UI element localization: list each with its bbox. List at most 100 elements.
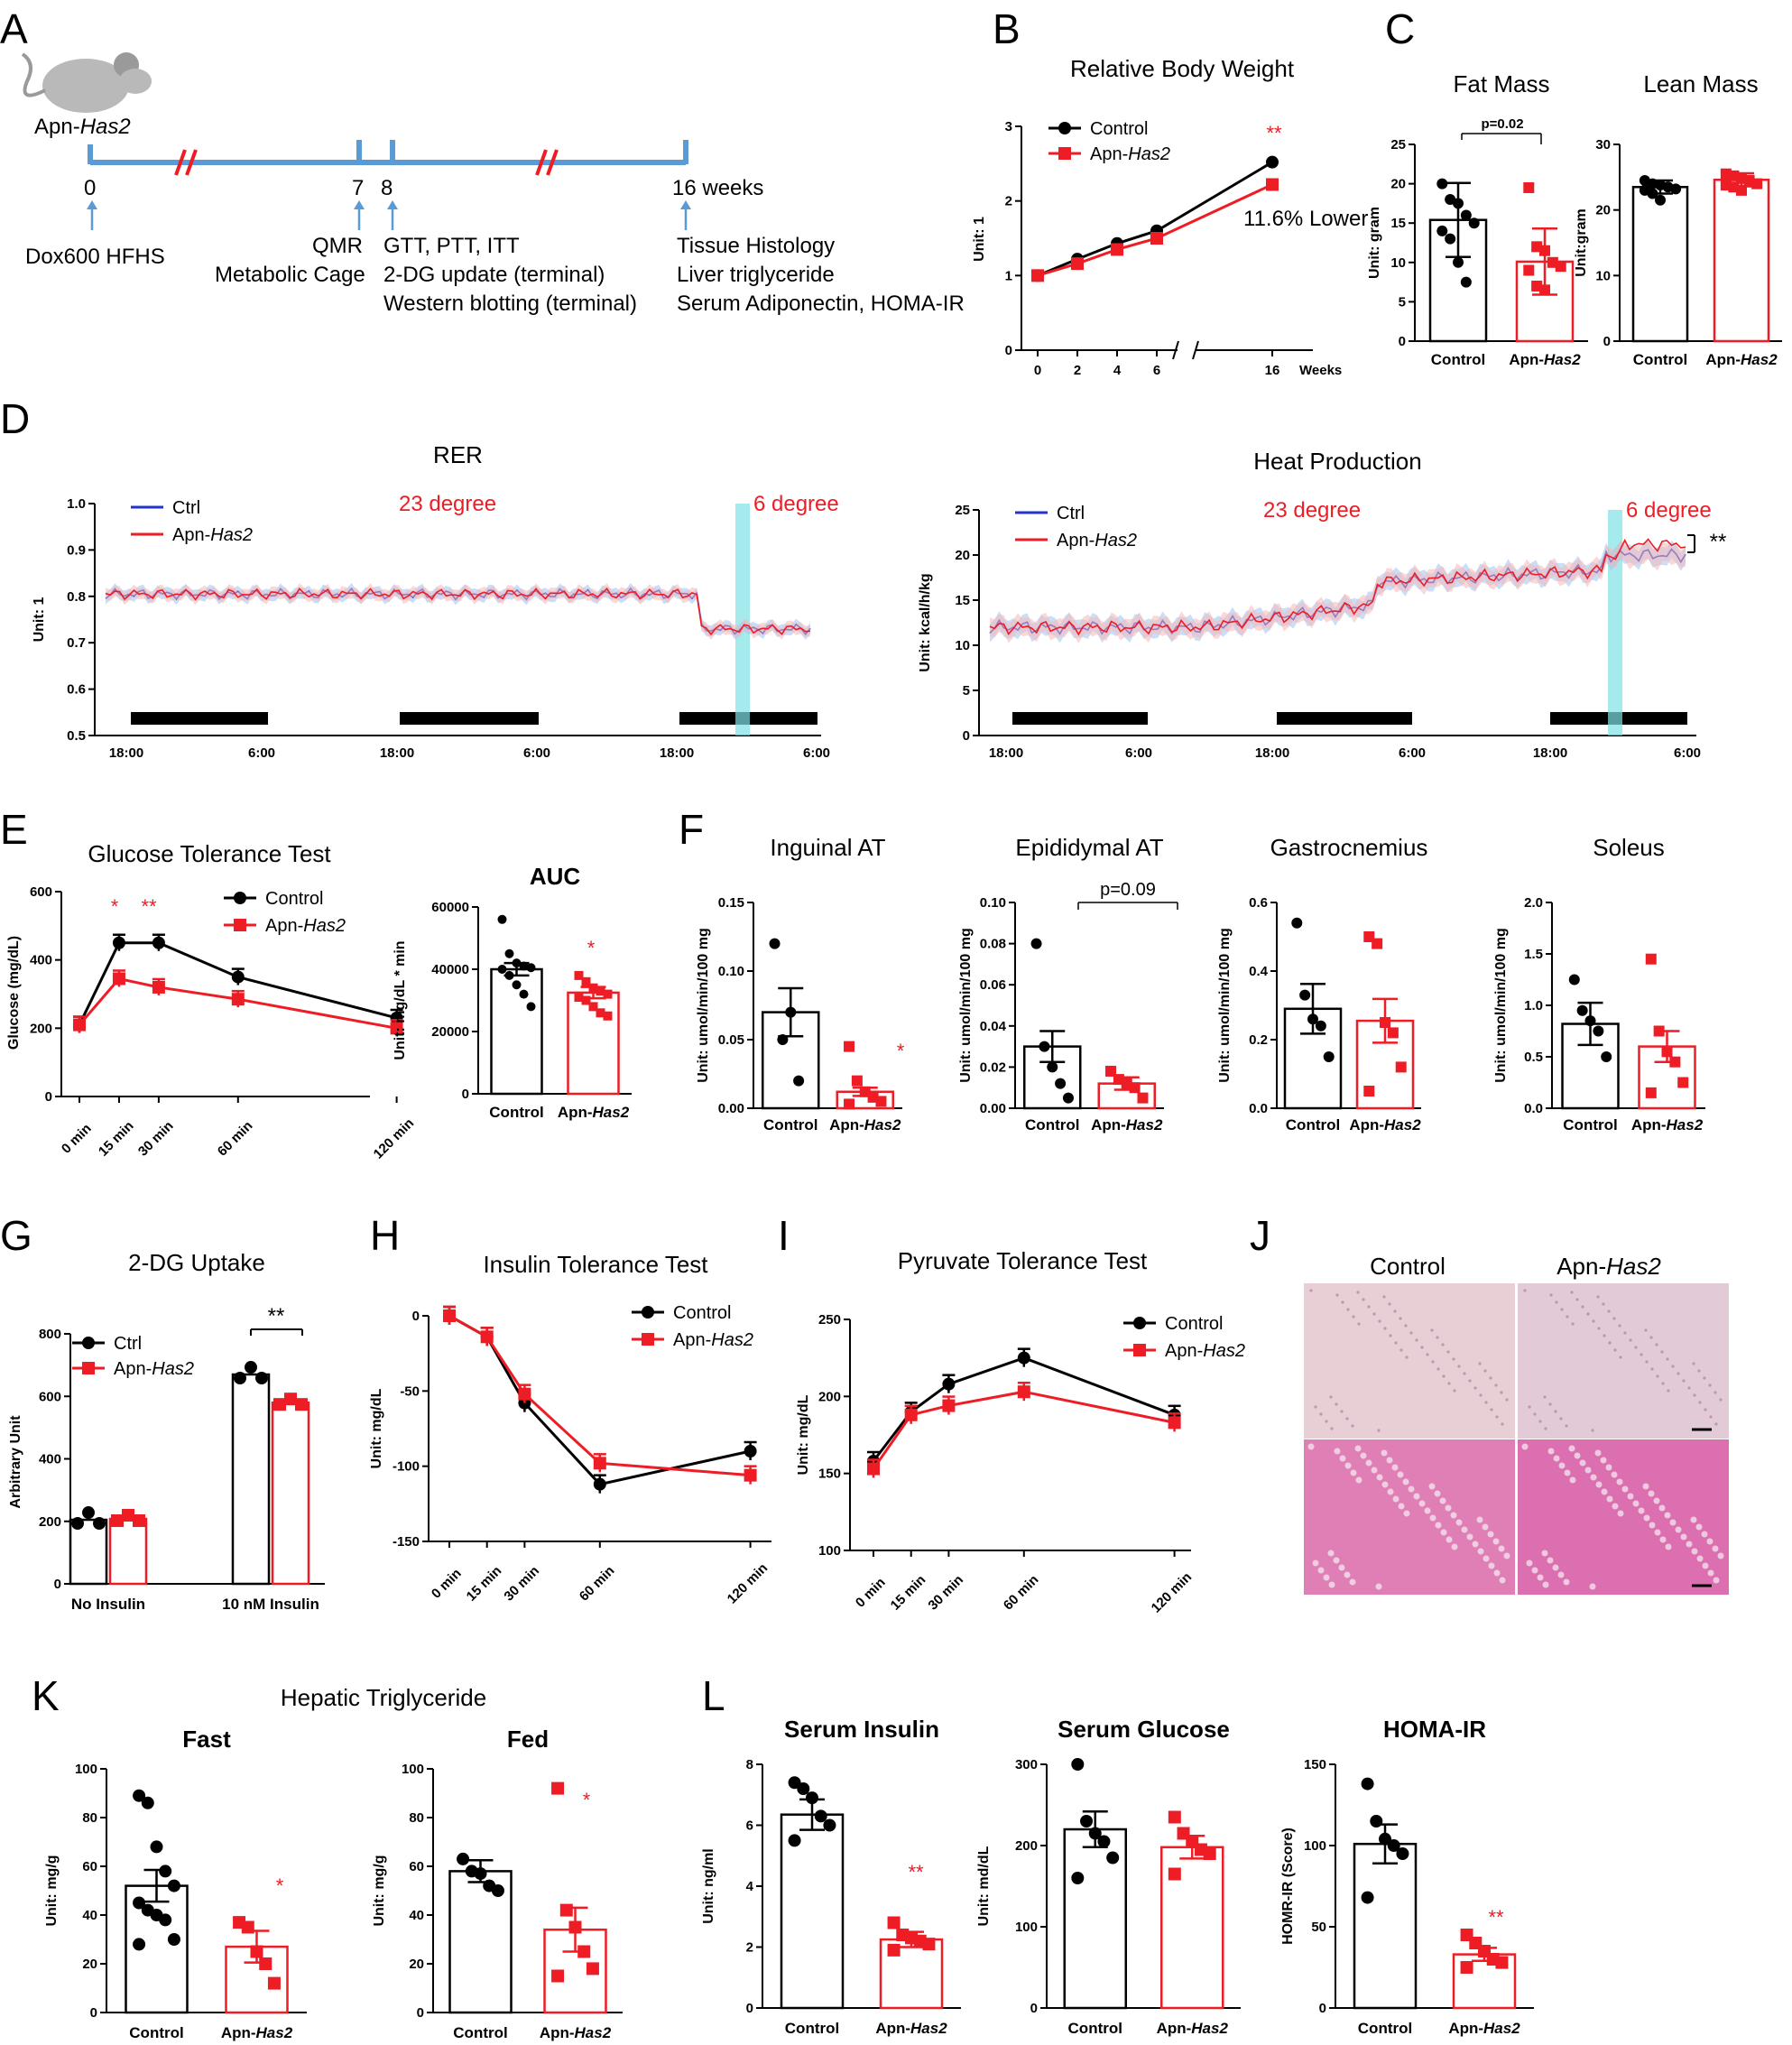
data-point bbox=[1299, 989, 1311, 1001]
tissue-texture bbox=[1696, 1555, 1704, 1562]
tissue-texture bbox=[1354, 1445, 1362, 1452]
tissue-texture bbox=[1600, 1457, 1607, 1464]
data-point bbox=[122, 1508, 134, 1522]
data-point bbox=[234, 1372, 246, 1385]
y-axis-title: Unit: 1 bbox=[32, 597, 47, 643]
tissue-texture bbox=[1498, 1545, 1505, 1552]
data-point bbox=[1396, 1847, 1409, 1860]
tissue-texture bbox=[1671, 1365, 1675, 1368]
data-point bbox=[1593, 1025, 1604, 1037]
y-tick-label: 0.2 bbox=[1249, 1032, 1268, 1048]
data-point bbox=[1315, 1020, 1326, 1032]
chart-title: Relative Body Weight bbox=[1070, 55, 1295, 82]
tissue-texture bbox=[1575, 1298, 1579, 1301]
significance-mark: * bbox=[583, 1789, 591, 1811]
y-tick-label: 600 bbox=[30, 884, 52, 900]
tissue-texture bbox=[1584, 1467, 1592, 1474]
data-point bbox=[1361, 1891, 1374, 1904]
panel-B: 0 1 2 3 0 2 4 6 16 Weeks Unit: 1 Relative Body Weig… bbox=[972, 55, 1368, 378]
data-point bbox=[1097, 1835, 1111, 1848]
data-point bbox=[504, 970, 514, 980]
bar-chart-F2: 0.00 0.02 0.04 0.06 0.08 0.10 Control Apn-Has2 E… bbox=[958, 834, 1164, 1134]
data-point bbox=[1539, 245, 1550, 256]
tissue-texture bbox=[1531, 1567, 1538, 1574]
category-label: Apn-Has2 bbox=[540, 2024, 612, 2041]
data-point bbox=[1387, 1839, 1400, 1852]
tissue-texture bbox=[1479, 1393, 1483, 1397]
legend-label: Apn-Has2 bbox=[673, 1330, 753, 1350]
data-point bbox=[1055, 1078, 1067, 1089]
data-point bbox=[942, 1377, 956, 1391]
tissue-texture bbox=[1487, 1531, 1494, 1538]
series-line bbox=[872, 1390, 1175, 1470]
data-point bbox=[744, 1445, 757, 1457]
x-tick-label: 6:00 bbox=[1399, 745, 1426, 761]
legend-marker bbox=[82, 1362, 95, 1374]
y-tick-label: 40 bbox=[82, 1908, 97, 1923]
data-point bbox=[480, 1330, 494, 1344]
tissue-texture bbox=[1330, 1427, 1334, 1430]
data-point bbox=[167, 1879, 180, 1892]
tissue-texture bbox=[1387, 1488, 1394, 1495]
tissue-texture bbox=[1617, 1510, 1624, 1517]
y-tick-label: 50 bbox=[1311, 1920, 1326, 1935]
data-point bbox=[887, 1943, 901, 1957]
category-label-part: Apn- bbox=[221, 2024, 256, 2041]
legend-label-part: Has2 bbox=[1095, 531, 1137, 551]
data-point bbox=[474, 1867, 487, 1881]
data-point bbox=[1062, 1092, 1074, 1104]
x-tick-label: 18:00 bbox=[989, 745, 1023, 761]
y-axis-title: Unit: mg/g bbox=[372, 1855, 387, 1926]
data-point bbox=[1387, 1027, 1399, 1039]
x-tick-label: 6:00 bbox=[1674, 745, 1701, 761]
tissue-texture bbox=[1484, 1401, 1488, 1404]
category-label-part: Apn- bbox=[875, 2020, 910, 2037]
y-tick-label: 150 bbox=[818, 1467, 841, 1482]
time-series-D2: 25 20 15 10 5 0 Heat Production Unit: kcal/h/kg… bbox=[918, 448, 1726, 761]
tissue-texture bbox=[1543, 1395, 1547, 1399]
y-tick-label: 20 bbox=[1595, 203, 1611, 218]
data-point bbox=[111, 1513, 124, 1527]
tissue-texture bbox=[1381, 1481, 1389, 1488]
week-arrow-head bbox=[354, 200, 365, 209]
axis-break-mark bbox=[535, 149, 548, 176]
legend-label-part: Apn- bbox=[673, 1330, 711, 1350]
tissue-texture bbox=[1565, 1424, 1568, 1428]
tissue-texture bbox=[1555, 1300, 1558, 1304]
series-line bbox=[989, 538, 1686, 636]
tissue-texture bbox=[1554, 1410, 1557, 1413]
y-tick-label: 25 bbox=[955, 503, 970, 518]
tissue-texture bbox=[1709, 1415, 1713, 1419]
y-tick-label: 0 bbox=[1603, 334, 1611, 349]
tissue-texture bbox=[1574, 1452, 1581, 1459]
panel-letter: C bbox=[1385, 5, 1415, 52]
y-tick-label: 0.04 bbox=[980, 1019, 1007, 1034]
category-label-part: Apn- bbox=[1448, 2020, 1483, 2037]
y-tick-label: 2 bbox=[746, 1940, 753, 1956]
category-label: Apn-Has2 bbox=[1509, 351, 1581, 368]
note-week16: Serum Adiponectin, HOMA-IR bbox=[677, 291, 965, 316]
tissue-texture bbox=[1431, 1360, 1435, 1364]
tissue-texture bbox=[1466, 1533, 1473, 1541]
data-point bbox=[1523, 264, 1535, 276]
category-label: Control bbox=[1358, 2020, 1412, 2037]
data-point bbox=[241, 1920, 254, 1934]
tissue-texture bbox=[1650, 1367, 1654, 1371]
legend-marker bbox=[82, 1337, 95, 1349]
y-axis-title: Glucose (mg/dL) bbox=[6, 936, 22, 1050]
y-tick-label: 0.08 bbox=[980, 937, 1006, 952]
data-point bbox=[1655, 194, 1666, 206]
data-point bbox=[806, 1791, 818, 1805]
tissue-texture bbox=[1618, 1324, 1621, 1328]
y-tick-label: 0 bbox=[45, 1089, 52, 1105]
y-tick-label: 10 bbox=[1390, 255, 1406, 271]
tissue-texture bbox=[1537, 1574, 1544, 1581]
x-tick-label: 4 bbox=[1113, 363, 1122, 378]
y-axis-title: Arbitrary Unit bbox=[8, 1415, 23, 1509]
tissue-texture bbox=[1457, 1365, 1461, 1368]
category-label-part: Has2 bbox=[1126, 1116, 1163, 1134]
legend-marker bbox=[1058, 122, 1071, 134]
data-point bbox=[1395, 1061, 1407, 1073]
tissue-texture bbox=[1649, 1336, 1653, 1339]
category-label-part: Apn- bbox=[1091, 1116, 1126, 1134]
